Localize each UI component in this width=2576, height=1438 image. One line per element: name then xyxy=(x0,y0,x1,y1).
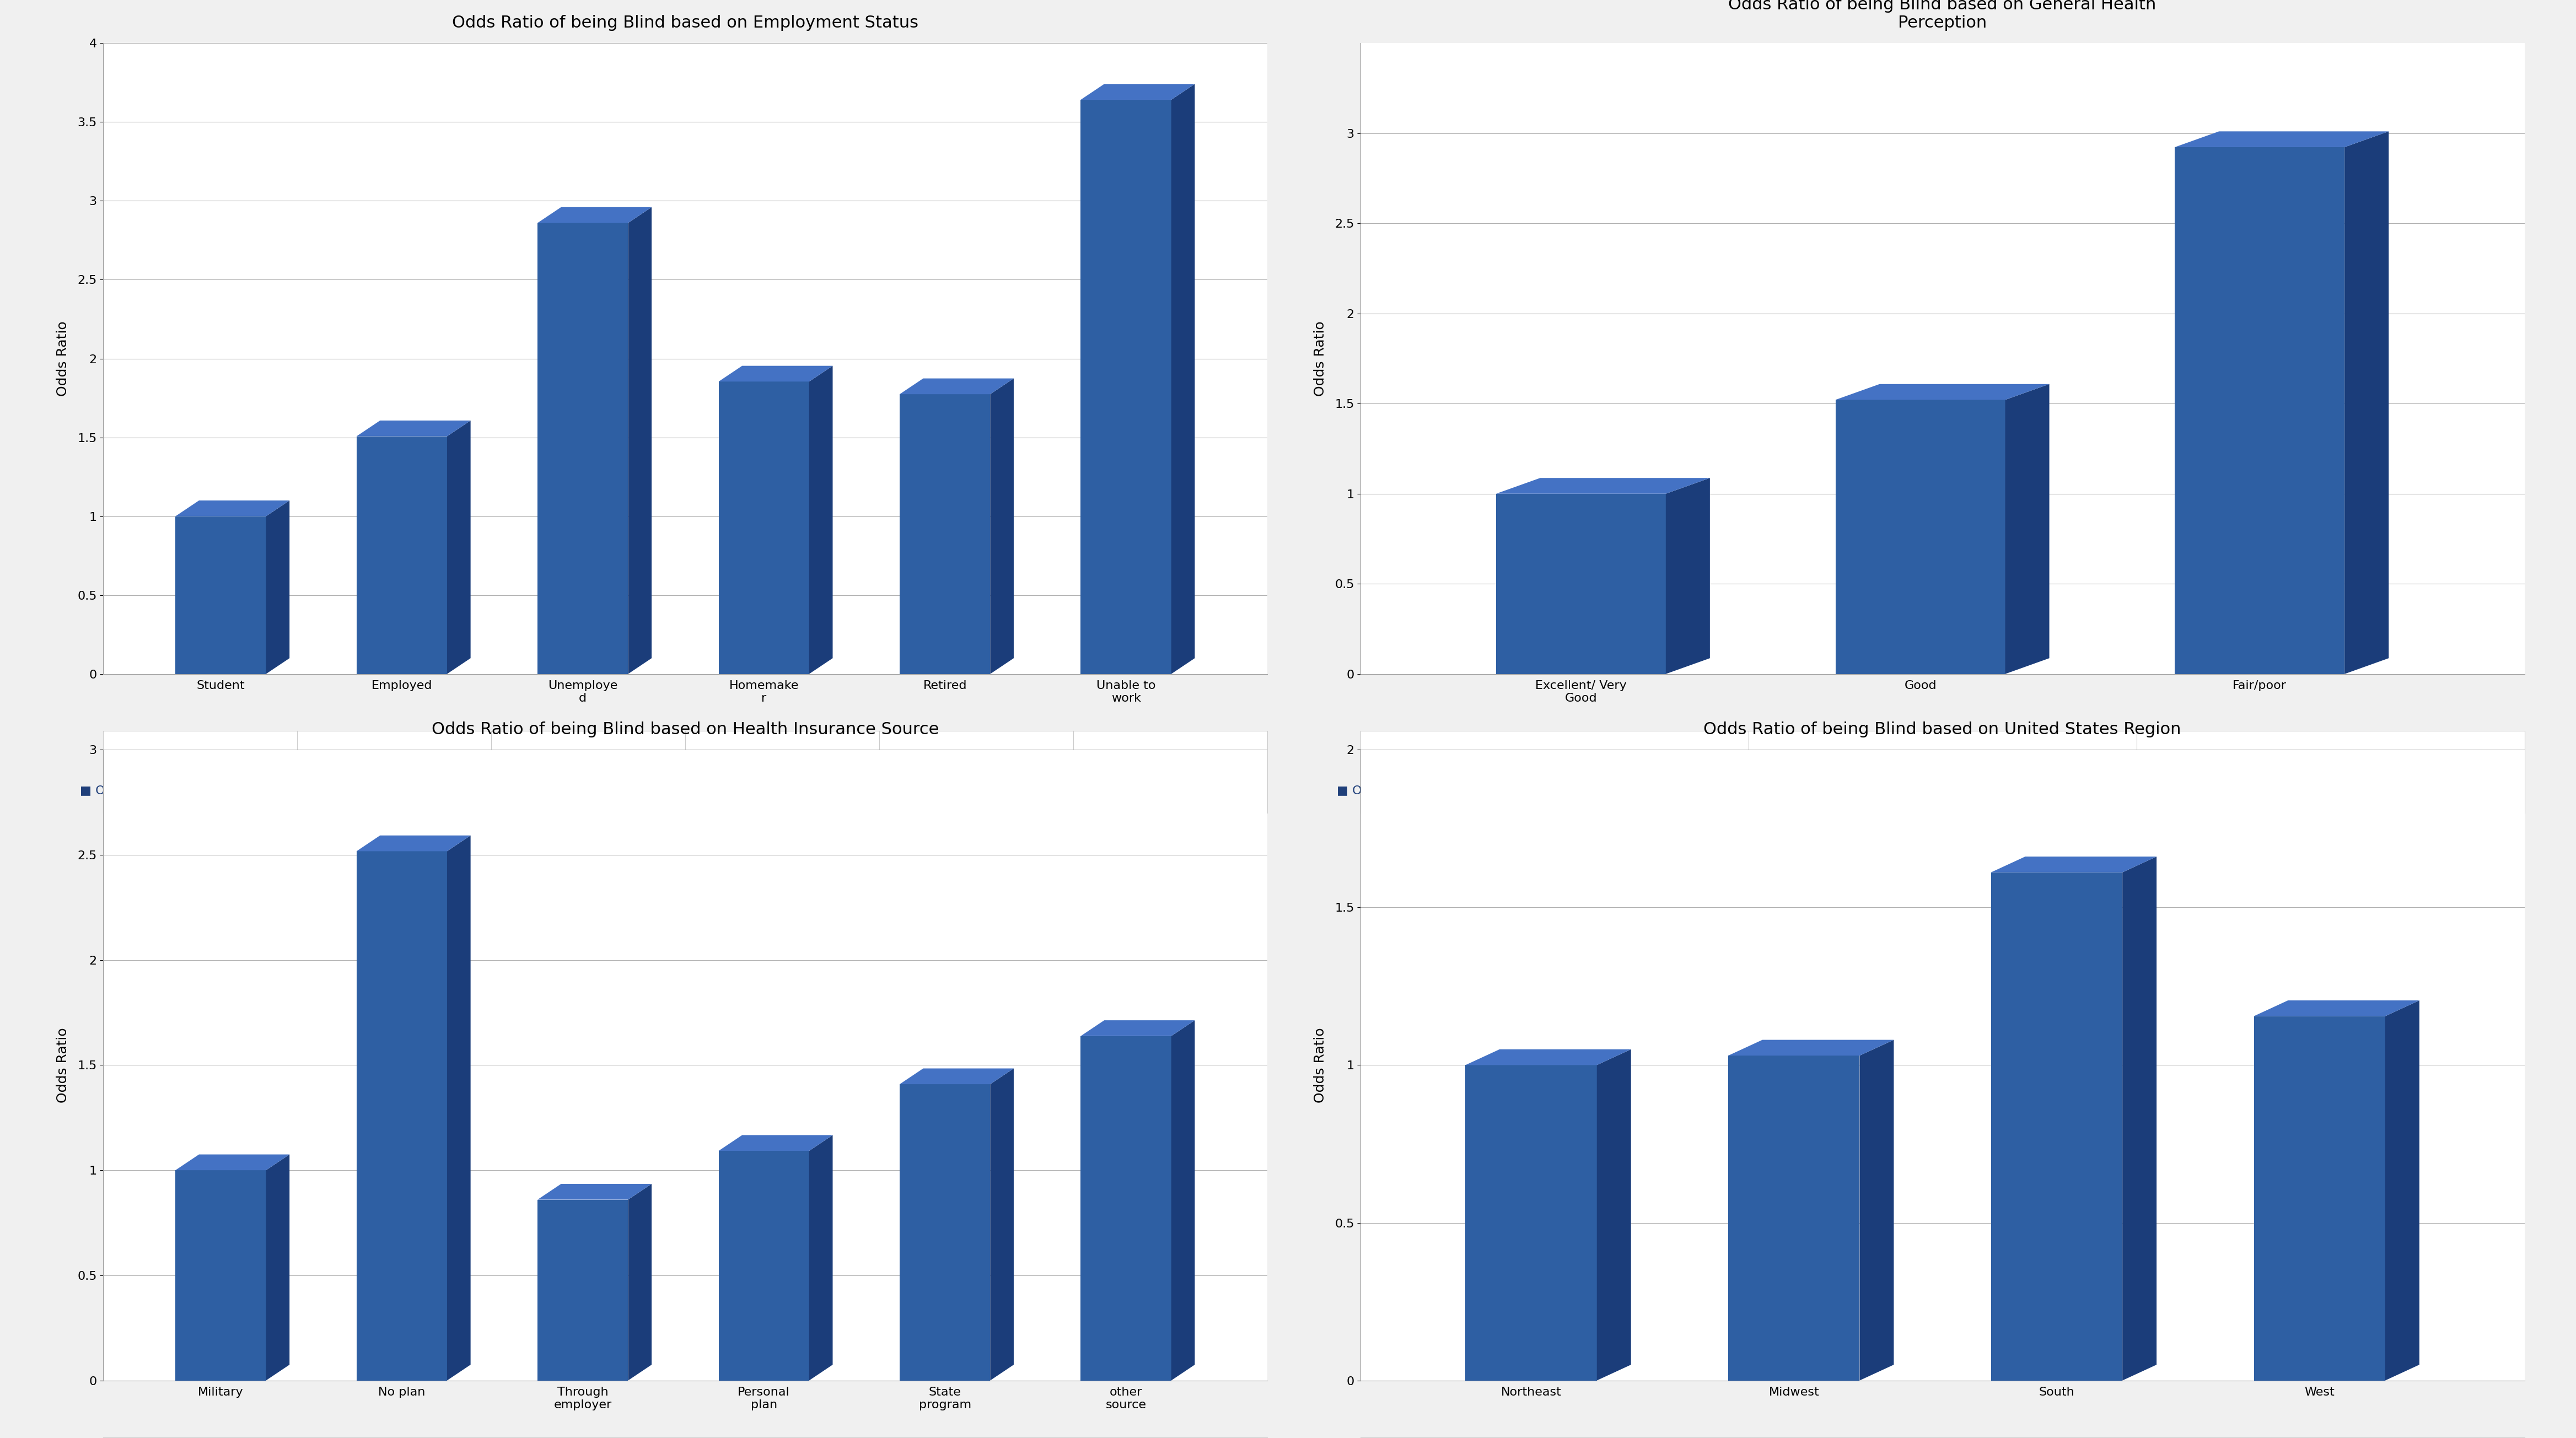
Polygon shape xyxy=(2254,1001,2419,1017)
Polygon shape xyxy=(1172,1021,1195,1380)
Polygon shape xyxy=(175,500,289,516)
Polygon shape xyxy=(265,1155,289,1380)
Polygon shape xyxy=(175,516,265,674)
Polygon shape xyxy=(1728,1055,1860,1380)
Polygon shape xyxy=(1597,1050,1631,1380)
Title: Odds Ratio of being Blind based on Health Insurance Source: Odds Ratio of being Blind based on Healt… xyxy=(430,722,938,738)
Polygon shape xyxy=(1172,83,1195,674)
Polygon shape xyxy=(2254,1017,2385,1380)
Polygon shape xyxy=(1837,384,2050,400)
Polygon shape xyxy=(899,1068,1015,1084)
Polygon shape xyxy=(1991,857,2156,873)
Polygon shape xyxy=(538,223,629,674)
Polygon shape xyxy=(719,1135,832,1150)
Polygon shape xyxy=(1667,477,1710,674)
Polygon shape xyxy=(1497,477,1710,493)
Polygon shape xyxy=(719,365,832,381)
Polygon shape xyxy=(538,207,652,223)
Polygon shape xyxy=(1082,1035,1172,1380)
Title: Odds Ratio of being Blind based on General Health
Perception: Odds Ratio of being Blind based on Gener… xyxy=(1728,0,2156,32)
Y-axis label: Odds Ratio: Odds Ratio xyxy=(1314,1027,1327,1103)
Polygon shape xyxy=(2174,131,2388,147)
Polygon shape xyxy=(1082,99,1172,674)
Title: Odds Ratio of being Blind based on United States Region: Odds Ratio of being Blind based on Unite… xyxy=(1703,722,2182,738)
Polygon shape xyxy=(899,1084,989,1380)
Polygon shape xyxy=(719,381,809,674)
Polygon shape xyxy=(2004,384,2050,674)
Polygon shape xyxy=(1082,1021,1195,1035)
Polygon shape xyxy=(2385,1001,2419,1380)
Title: Odds Ratio of being Blind based on Employment Status: Odds Ratio of being Blind based on Emplo… xyxy=(451,16,917,32)
Polygon shape xyxy=(1497,493,1667,674)
Y-axis label: Odds Ratio: Odds Ratio xyxy=(1314,321,1327,397)
Polygon shape xyxy=(2344,131,2388,674)
Y-axis label: Odds Ratio: Odds Ratio xyxy=(57,321,70,397)
Polygon shape xyxy=(355,851,448,1380)
Polygon shape xyxy=(448,835,471,1380)
Polygon shape xyxy=(355,835,471,851)
Y-axis label: Odds Ratio: Odds Ratio xyxy=(57,1027,70,1103)
Polygon shape xyxy=(1466,1066,1597,1380)
Polygon shape xyxy=(1728,1040,1893,1055)
Polygon shape xyxy=(175,1155,289,1171)
Polygon shape xyxy=(355,436,448,674)
Polygon shape xyxy=(719,1150,809,1380)
Polygon shape xyxy=(1860,1040,1893,1380)
Polygon shape xyxy=(448,420,471,674)
Text: ■ Odds Ratio: ■ Odds Ratio xyxy=(1337,785,1419,797)
Polygon shape xyxy=(809,1135,832,1380)
Polygon shape xyxy=(2174,147,2344,674)
Polygon shape xyxy=(538,1183,652,1199)
Polygon shape xyxy=(1837,400,2004,674)
Polygon shape xyxy=(629,1183,652,1380)
Polygon shape xyxy=(629,207,652,674)
Polygon shape xyxy=(809,365,832,674)
Polygon shape xyxy=(899,394,989,674)
Polygon shape xyxy=(265,500,289,674)
Polygon shape xyxy=(355,420,471,436)
Text: ■ Odds Ratio: ■ Odds Ratio xyxy=(80,785,162,797)
Polygon shape xyxy=(899,378,1015,394)
Polygon shape xyxy=(1991,873,2123,1380)
Polygon shape xyxy=(989,378,1015,674)
Polygon shape xyxy=(538,1199,629,1380)
Polygon shape xyxy=(989,1068,1015,1380)
Polygon shape xyxy=(1466,1050,1631,1066)
Polygon shape xyxy=(175,1171,265,1380)
Polygon shape xyxy=(1082,83,1195,99)
Polygon shape xyxy=(2123,857,2156,1380)
